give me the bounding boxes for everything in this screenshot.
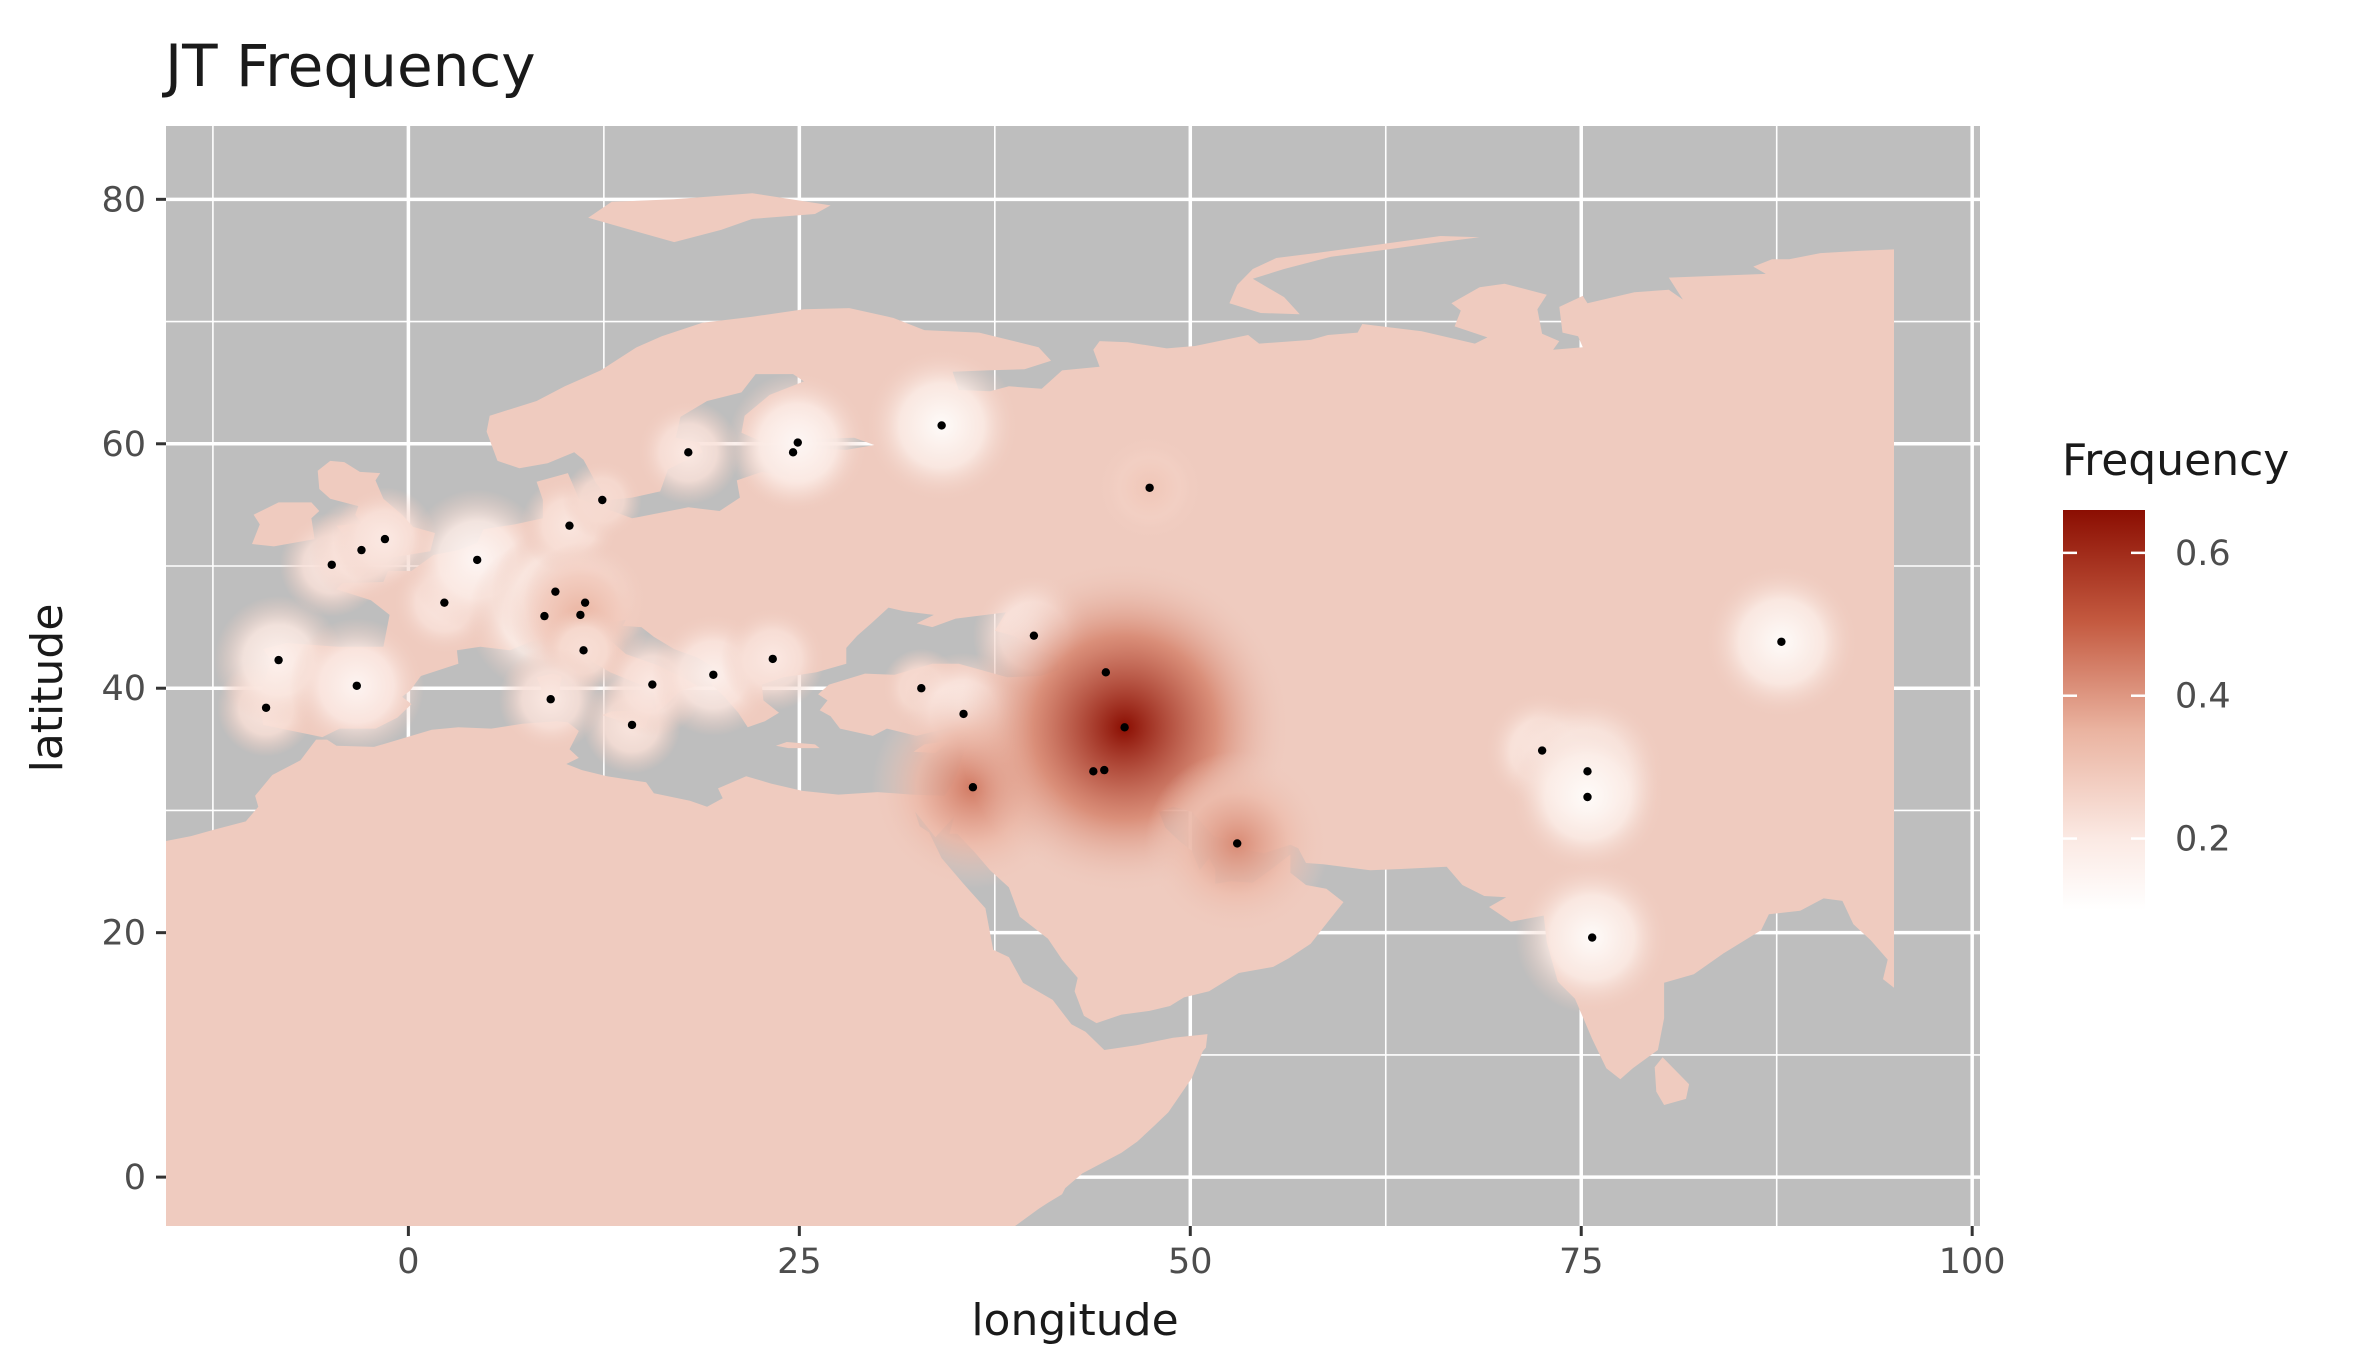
sample-point [327,560,336,569]
sample-point [580,598,590,607]
sample-point [1120,723,1129,732]
land-novaya-zemlya [1229,236,1480,315]
legend-break-label: 0.6 [2175,534,2231,574]
chart-title: JT Frequency [162,32,536,100]
sample-point [565,521,574,530]
y-tick-label: 0 [124,1158,146,1198]
land-svalbard [588,193,831,243]
sample-point [768,654,777,664]
sample-point [546,695,555,704]
sample-point [1100,765,1109,775]
sample-point [968,783,978,792]
sample-point [579,646,588,655]
sample-point [1089,767,1098,776]
sample-point [352,681,361,690]
sample-point [1537,746,1547,755]
sample-point [576,610,585,620]
x-tick-label: 0 [397,1242,419,1282]
sample-point [1232,839,1242,848]
sample-point [274,655,283,665]
sample-point [1029,631,1039,640]
legend-title: Frequency [2062,435,2289,486]
sample-point [1583,792,1592,802]
sample-point [648,680,657,689]
land-sri-lanka [1654,1057,1690,1105]
legend-ticks: 0.6 0.4 0.2 [2063,534,2231,860]
legend-colorbar [2063,510,2145,910]
legend-break-label: 0.4 [2175,677,2231,717]
sample-point [627,720,637,730]
land-crete [775,742,820,749]
sample-point [937,421,946,430]
sample-point [793,438,802,447]
x-axis-title: longitude [971,1295,1178,1346]
sample-point [959,709,968,719]
sample-point [1587,933,1597,942]
y-tick-label: 40 [101,669,146,709]
legend-break-label: 0.2 [2175,820,2231,860]
y-axis: 0 20 40 60 80 [101,180,166,1198]
sample-point [1583,767,1592,776]
x-axis: 0 25 50 75 100 [397,1226,2006,1282]
sample-points [261,421,1786,942]
sample-point [1145,483,1154,492]
sample-point [357,545,366,555]
sample-point [684,448,693,457]
sample-point [540,611,549,621]
x-tick-label: 100 [1939,1242,2006,1282]
sample-point [440,598,449,607]
sample-point [472,555,482,565]
y-tick-label: 60 [101,425,146,465]
y-axis-title: latitude [22,604,73,773]
sample-point [380,534,390,544]
sample-point [598,495,607,505]
legend: Frequency 0.6 0.4 0.2 [2062,435,2289,910]
sample-point [551,587,560,596]
x-tick-label: 50 [1168,1242,1213,1282]
x-tick-label: 75 [1559,1242,1604,1282]
sample-point [917,684,926,693]
y-tick-label: 20 [101,914,146,954]
sample-point [1101,668,1111,677]
y-tick-label: 80 [101,180,146,220]
sample-point [788,448,798,457]
sample-point [1777,637,1786,646]
x-tick-label: 25 [777,1242,822,1282]
sample-point [709,670,718,679]
sample-point [261,703,271,712]
